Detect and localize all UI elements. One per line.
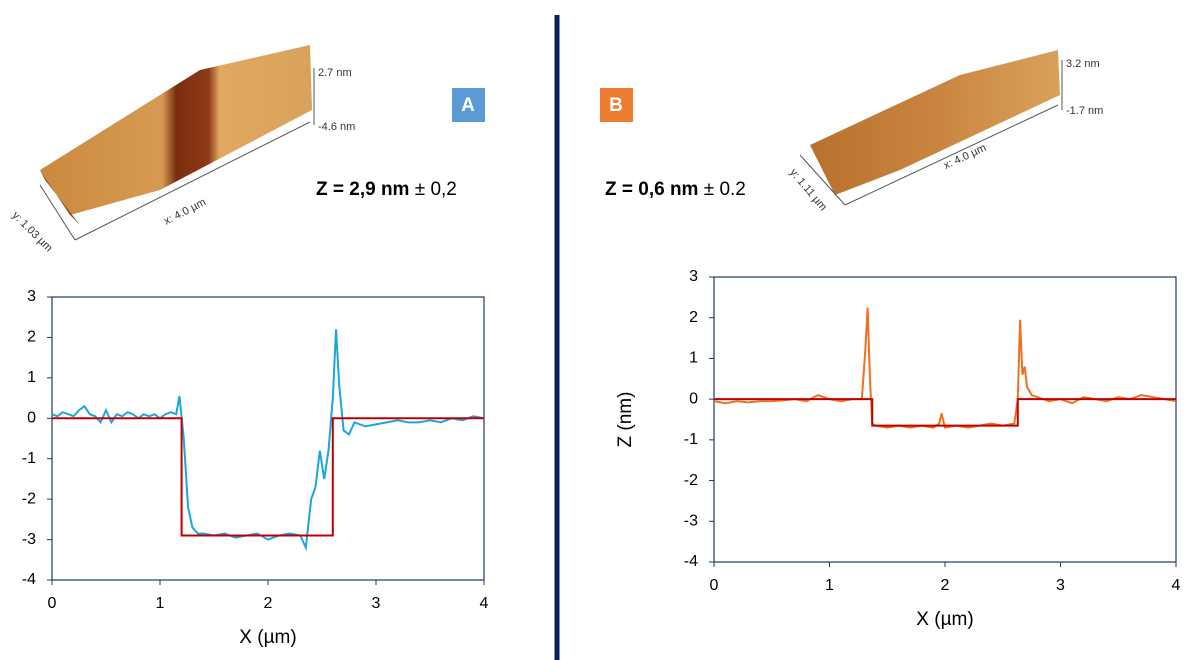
y-tick-label: 2	[27, 329, 36, 346]
y-axis-label: Z (nm)	[615, 392, 636, 448]
x-tick-label: 2	[941, 577, 950, 594]
afm-image	[39, 45, 315, 241]
y-tick-label: -2	[22, 490, 36, 507]
y-tick-label: 3	[689, 268, 698, 285]
afm-label: -4.6 nm	[318, 121, 355, 133]
x-tick-label: 0	[710, 577, 719, 594]
afm-label: y: 1.03 µm	[10, 209, 55, 254]
y-tick-label: 0	[27, 410, 36, 427]
afm-image	[799, 50, 1063, 206]
x-tick-label: 1	[825, 577, 834, 594]
x-axis-label: X (µm)	[239, 627, 296, 648]
data-line	[714, 398, 1176, 427]
x-axis-label: X (µm)	[916, 609, 973, 630]
x-tick-label: 3	[372, 595, 381, 612]
badge	[600, 88, 633, 122]
x-tick-label: 0	[48, 595, 57, 612]
badge	[452, 88, 485, 122]
x-tick-label: 4	[480, 595, 489, 612]
y-tick-label: 0	[689, 390, 698, 407]
x-tick-label: 1	[156, 595, 165, 612]
y-tick-label: 3	[27, 288, 36, 305]
data-line	[713, 307, 1177, 429]
afm-label: 2.7 nm	[318, 67, 352, 79]
y-tick-label: -1	[684, 431, 698, 448]
height-value: Z = 0,6 nm	[605, 179, 698, 200]
x-tick-label: 2	[264, 595, 273, 612]
afm-label: 3.2 nm	[1066, 58, 1100, 70]
afm-label: x: 4.0 µm	[162, 196, 208, 227]
afm-label: -1.7 nm	[1066, 105, 1103, 117]
data-line	[51, 329, 485, 552]
height-error: ± 0,2	[415, 179, 457, 200]
afm-label: y: 1.11 µm	[787, 167, 829, 214]
height-value: Z = 2,9 nm	[316, 179, 409, 200]
plot-frame	[713, 276, 1177, 563]
panel-badge: B	[609, 95, 623, 116]
x-tick-label: 4	[1172, 577, 1181, 594]
y-tick-label: -3	[684, 513, 698, 530]
height-result: Z = 0,6 nm ± 0.2	[605, 179, 746, 200]
y-tick-label: -4	[22, 571, 36, 588]
y-tick-label: -1	[22, 450, 36, 467]
height-result: Z = 2,9 nm ± 0,2	[316, 179, 457, 200]
x-tick-label: 3	[1056, 577, 1065, 594]
data-line	[52, 417, 484, 537]
panel-badge: A	[461, 95, 475, 116]
height-error: ± 0.2	[704, 179, 746, 200]
y-tick-label: -2	[684, 472, 698, 489]
y-tick-label: -3	[22, 531, 36, 548]
y-tick-label: 1	[689, 350, 698, 367]
plot-frame	[51, 296, 485, 581]
y-tick-label: -4	[684, 553, 698, 570]
y-tick-label: 2	[689, 309, 698, 326]
y-tick-label: 1	[27, 369, 36, 386]
